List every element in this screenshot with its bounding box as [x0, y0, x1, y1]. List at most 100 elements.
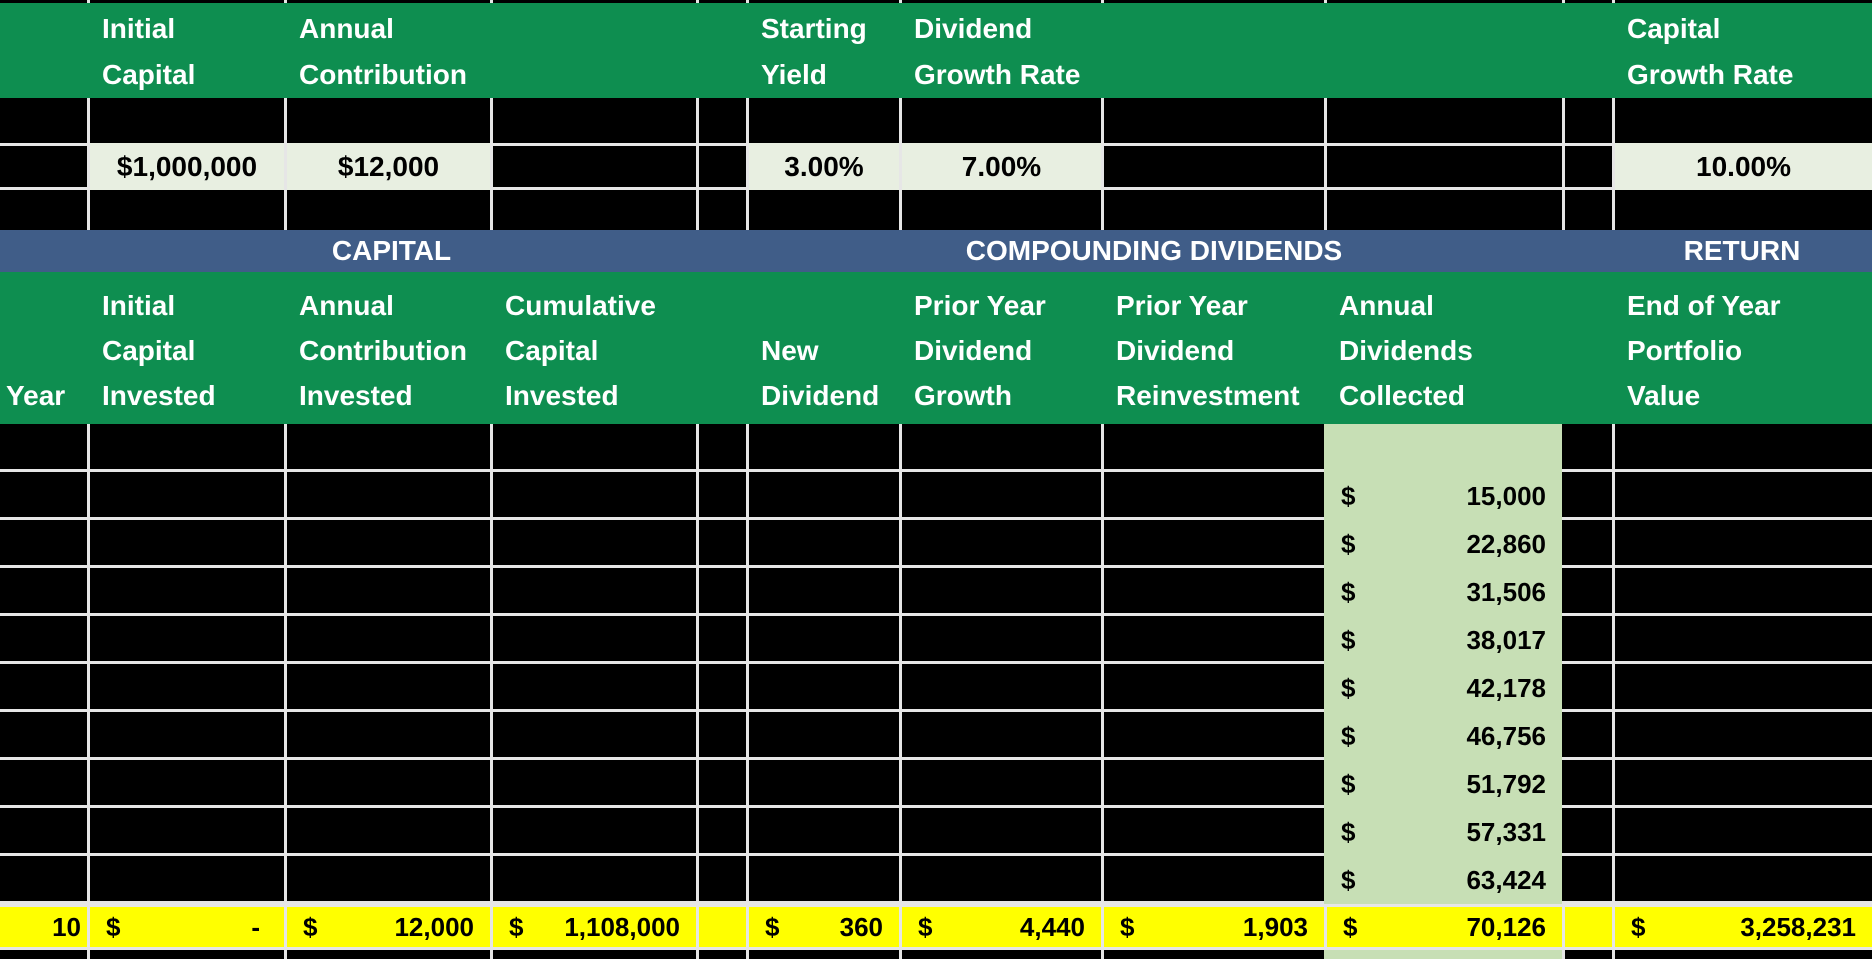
dividend-column-continuation — [1324, 950, 1562, 959]
dividend-amount: 42,178 — [1466, 672, 1546, 703]
label-line: Annual — [299, 290, 394, 321]
dividend-amount: 51,792 — [1466, 768, 1546, 799]
label-line: Dividend — [914, 335, 1033, 366]
label-line: Collected — [1339, 380, 1466, 411]
settings-header-starting-yield: Starting Yield — [746, 3, 899, 98]
dividend-collected-cell[interactable]: $ 38,017 — [1324, 616, 1562, 664]
total-prior-year-dividend-growth-cell[interactable]: $ 4,440 — [899, 907, 1101, 947]
label-line: Growth — [914, 380, 1012, 411]
dividend-amount: 31,506 — [1466, 576, 1546, 607]
currency-symbol: $ — [1341, 624, 1356, 655]
total-spacer-cell — [696, 907, 746, 947]
currency-symbol: $ — [509, 911, 524, 942]
total-prior-year-dividend-reinvestment-cell[interactable]: $ 1,903 — [1101, 907, 1324, 947]
currency-symbol: $ — [1341, 672, 1356, 703]
total-end-of-year-portfolio-value-cell[interactable]: $ 3,258,231 — [1612, 907, 1872, 947]
initial-capital-input-cell[interactable]: $1,000,000 — [87, 143, 284, 190]
label-line: Prior Year — [914, 290, 1046, 321]
currency-symbol: $ — [1341, 768, 1356, 799]
label-line: Capital — [1627, 13, 1721, 44]
label-line: Dividend — [914, 13, 1033, 44]
dividend-collected-cell[interactable]: $ 42,178 — [1324, 664, 1562, 712]
empty-cell — [1101, 143, 1324, 190]
dividend-growth-rate-input-cell[interactable]: 7.00% — [899, 143, 1101, 190]
top-edge-strip — [0, 0, 1872, 3]
amount: 1,108,000 — [564, 911, 680, 942]
annual-contribution-input-cell[interactable]: $12,000 — [284, 143, 490, 190]
section-label-return: RETURN — [1683, 235, 1801, 266]
section-label-capital: CAPITAL — [331, 235, 452, 266]
label-line: Invested — [505, 380, 619, 411]
column-header-year: Year — [0, 272, 87, 424]
label-line: Initial — [102, 290, 176, 321]
label-line: Reinvestment — [1116, 380, 1300, 411]
dividend-amount: 15,000 — [1466, 480, 1546, 511]
currency-symbol: $ — [1341, 576, 1356, 607]
empty-cell — [0, 143, 87, 190]
label-line: Starting — [761, 13, 867, 44]
label-line: Year — [6, 380, 66, 411]
dividend-collected-cell[interactable]: $ 46,756 — [1324, 712, 1562, 760]
label-line: Invested — [102, 380, 216, 411]
amount: 4,440 — [1019, 911, 1085, 942]
total-spacer-cell — [1562, 907, 1612, 947]
dividend-amount: 63,424 — [1466, 864, 1546, 895]
column-header-initial-capital-invested: Initial Capital Invested — [87, 272, 284, 424]
section-band: CAPITAL COMPOUNDING DIVIDENDS RETURN — [0, 230, 1872, 272]
dividend-collected-cell[interactable]: $ 51,792 — [1324, 760, 1562, 808]
settings-value-row: $1,000,000 $12,000 3.00% 7.00% 10.00% — [0, 143, 1872, 190]
label-line: Yield — [761, 59, 827, 90]
settings-header-dividend-growth-rate: Dividend Growth Rate — [899, 3, 1101, 98]
dividend-collected-cell[interactable] — [1324, 424, 1562, 472]
table-header-row: Year Initial Capital Invested Annual Con… — [0, 272, 1872, 424]
total-new-dividend-cell[interactable]: $ 360 — [746, 907, 899, 947]
currency-symbol: $ — [1341, 528, 1356, 559]
settings-header-row: Initial Capital Annual Contribution Star… — [0, 3, 1872, 98]
dividend-collected-cell[interactable]: $ 22,860 — [1324, 520, 1562, 568]
total-cumulative-capital-invested-cell[interactable]: $ 1,108,000 — [490, 907, 696, 947]
bottom-edge-strip — [0, 950, 1872, 959]
amount: 360 — [839, 911, 883, 942]
currency-symbol: $ — [1343, 911, 1358, 942]
annual-dividends-collected-column: $ 15,000 $ 22,860 $ 31,506 $ 38,017 $ 42… — [1324, 424, 1562, 904]
amount: 3,258,231 — [1740, 911, 1856, 942]
column-header-prior-year-dividend-growth: Prior Year Dividend Growth — [899, 272, 1101, 424]
settings-header-annual-contribution: Annual Contribution — [284, 3, 490, 98]
empty-cell — [490, 143, 696, 190]
total-year-cell[interactable]: 10 — [52, 911, 81, 942]
column-header-new-dividend: New Dividend — [746, 272, 899, 424]
currency-symbol: $ — [1341, 720, 1356, 751]
label-line — [6, 283, 87, 328]
table-body[interactable]: $ 15,000 $ 22,860 $ 31,506 $ 38,017 $ 42… — [0, 424, 1872, 904]
label-line: New — [761, 335, 819, 366]
amount: 12,000 — [394, 911, 474, 942]
dividend-collected-cell[interactable]: $ 31,506 — [1324, 568, 1562, 616]
column-header-prior-year-dividend-reinvestment: Prior Year Dividend Reinvestment — [1101, 272, 1324, 424]
currency-symbol: $ — [918, 911, 933, 942]
label-line: Growth Rate — [1627, 59, 1794, 90]
label-line: Annual — [1339, 290, 1434, 321]
capital-growth-rate-input-cell[interactable]: 10.00% — [1612, 143, 1872, 190]
dividend-collected-cell[interactable]: $ 15,000 — [1324, 472, 1562, 520]
label-line: Contribution — [299, 59, 467, 90]
dividend-amount: 46,756 — [1466, 720, 1546, 751]
total-annual-dividends-collected-cell[interactable]: $ 70,126 — [1324, 907, 1562, 947]
label-line: Portfolio — [1627, 335, 1743, 366]
column-header-end-of-year-portfolio-value: End of Year Portfolio Value — [1612, 272, 1872, 424]
section-label-compounding-dividends: COMPOUNDING DIVIDENDS — [965, 235, 1343, 266]
label-line: Invested — [299, 380, 413, 411]
dividend-amount: 38,017 — [1466, 624, 1546, 655]
total-initial-capital-invested-cell[interactable]: $ - — [87, 907, 284, 947]
amount: 1,903 — [1242, 911, 1308, 942]
dividend-collected-cell[interactable]: $ 63,424 — [1324, 856, 1562, 904]
label-line: Cumulative — [505, 290, 656, 321]
amount: - — [251, 911, 260, 942]
total-annual-contribution-invested-cell[interactable]: $ 12,000 — [284, 907, 490, 947]
label-line: Capital — [505, 335, 599, 366]
total-row-year-10: 10 $ - $ 12,000 $ 1,108,000 $ 360 $ 4,44… — [0, 904, 1872, 950]
starting-yield-input-cell[interactable]: 3.00% — [746, 143, 899, 190]
label-line: Contribution — [299, 335, 467, 366]
settings-header-initial-capital: Initial Capital — [87, 3, 284, 98]
dividend-collected-cell[interactable]: $ 57,331 — [1324, 808, 1562, 856]
